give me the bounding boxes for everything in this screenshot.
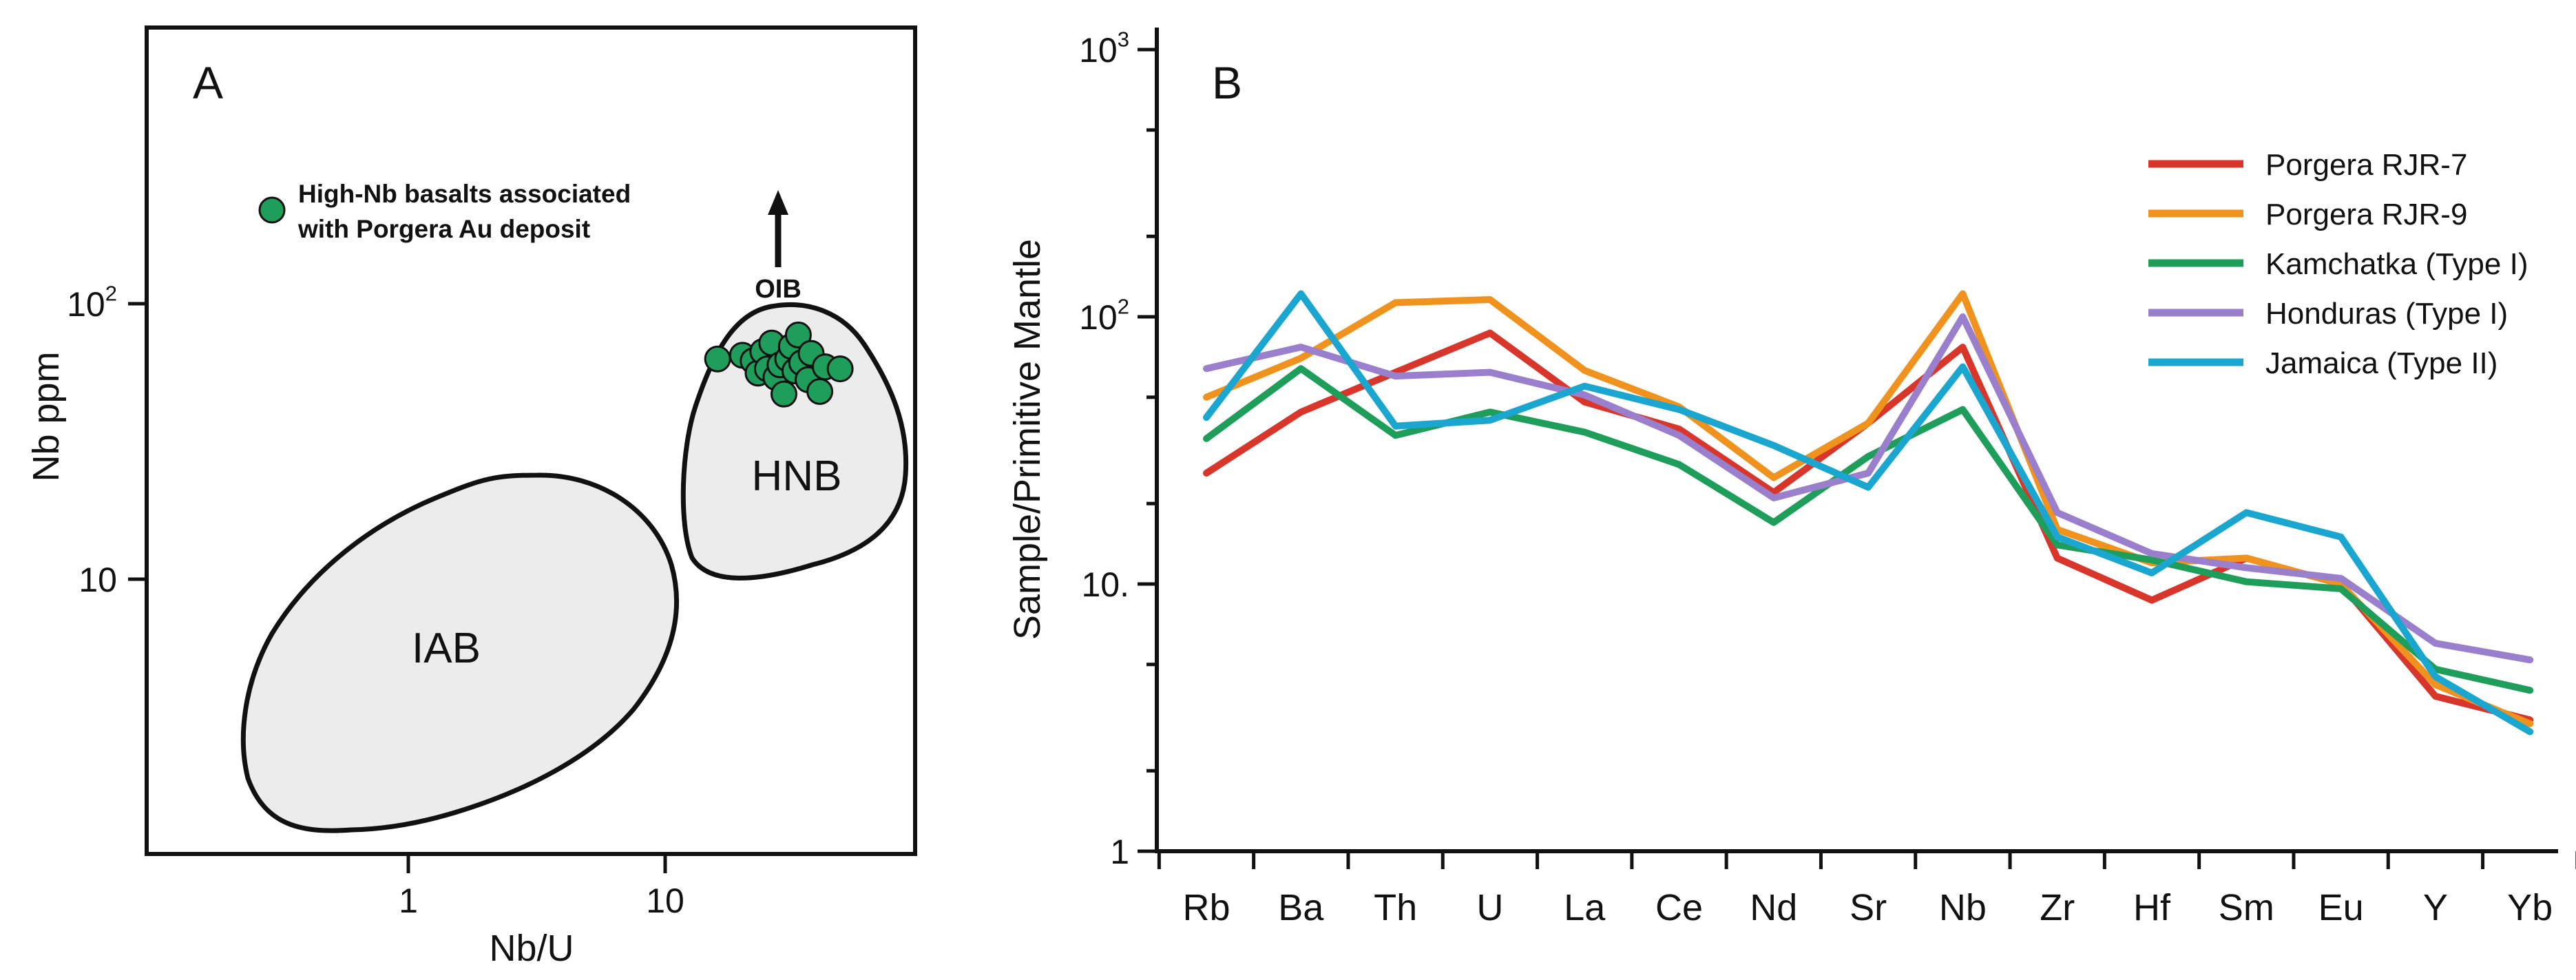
panel-b-category-label: Eu bbox=[2318, 887, 2364, 928]
panel-a-ylabel: Nb ppm bbox=[25, 351, 67, 481]
panel-b-ytick-label: 10. bbox=[1081, 565, 1129, 604]
panel-b-ytick-label: 1 bbox=[1110, 833, 1129, 871]
legend-entry: Honduras (Type I) bbox=[2265, 297, 2508, 331]
legend-entry: Porgera RJR-9 bbox=[2265, 198, 2467, 231]
panel-a-frame bbox=[145, 25, 917, 856]
panel-a-legend: High-Nb basalts associated with Porgera … bbox=[258, 180, 631, 243]
oib-arrow bbox=[768, 190, 788, 267]
panel-b-category-label: Nd bbox=[1750, 887, 1797, 928]
oib-annotation: OIB bbox=[755, 275, 802, 304]
panel-b-ytick-label: 103 bbox=[1079, 28, 1129, 70]
legend-line-2: with Porgera Au deposit bbox=[297, 215, 590, 243]
scatter-points bbox=[704, 321, 854, 408]
panel-b-label: B bbox=[1212, 57, 1242, 108]
panel-a-xtick-label: 1 bbox=[399, 882, 418, 920]
legend-entry: Jamaica (Type II) bbox=[2265, 346, 2498, 380]
series-line bbox=[1203, 365, 2534, 694]
scatter-point bbox=[784, 321, 812, 348]
panel-a-ytick-label: 10 bbox=[78, 561, 117, 599]
panel-b-ylabel: Sample/Primitive Mantle bbox=[1007, 239, 1048, 640]
hnb-label: HNB bbox=[752, 452, 842, 500]
panel-a-label: A bbox=[193, 57, 223, 108]
scatter-point bbox=[770, 380, 797, 408]
scatter-point bbox=[704, 345, 731, 373]
scatter-point bbox=[806, 378, 834, 406]
legend-entry: Kamchatka (Type I) bbox=[2265, 247, 2528, 281]
panel-b-legend: Porgera RJR-7 Porgera RJR-9 Kamchatka (Typ… bbox=[2148, 148, 2528, 380]
legend-entry: Porgera RJR-7 bbox=[2265, 148, 2467, 182]
series-line bbox=[1203, 313, 2534, 664]
panel-a-xlabel: Nb/U bbox=[489, 928, 574, 969]
panel-b-ticks: 1 10. 102 103 Rb Ba Th U La Ce Nd Sr Nb Zr Hf Sm Eu Y Yb bbox=[1079, 28, 2576, 928]
scatter-point bbox=[826, 355, 854, 383]
panel-b-category-label: Y bbox=[2423, 887, 2448, 928]
panel-b-series bbox=[1203, 290, 2534, 736]
panel-b-category-label: Sr bbox=[1850, 887, 1887, 928]
panel-a: IAB HNB OIB High-Nb basalts associated w… bbox=[25, 25, 917, 969]
legend-marker bbox=[258, 196, 286, 224]
panel-b-category-label: Zr bbox=[2040, 887, 2075, 928]
panel-b-category-label: Sm bbox=[2219, 887, 2274, 928]
panel-b-category-label: Th bbox=[1374, 887, 1417, 928]
legend-line-1: High-Nb basalts associated bbox=[298, 180, 631, 208]
panel-b-category-label: U bbox=[1476, 887, 1503, 928]
panel-b-ytick-label: 102 bbox=[1079, 295, 1129, 337]
panel-b-category-label: Hf bbox=[2133, 887, 2171, 928]
panel-b-category-label: Nb bbox=[1939, 887, 1987, 928]
panel-a-ytick-label: 102 bbox=[67, 282, 117, 324]
iab-field bbox=[240, 472, 680, 833]
panel-b-category-label: Ce bbox=[1655, 887, 1703, 928]
series-line bbox=[1203, 290, 2534, 736]
panel-b: 1 10. 102 103 Rb Ba Th U La Ce Nd Sr Nb Zr Hf Sm Eu Y Yb P… bbox=[1007, 28, 2576, 928]
panel-b-category-label: Ba bbox=[1278, 887, 1324, 928]
panel-b-category-label: La bbox=[1564, 887, 1606, 928]
series-line bbox=[1203, 329, 2534, 724]
panel-b-category-label: Rb bbox=[1182, 887, 1230, 928]
panel-b-category-label: Yb bbox=[2507, 887, 2553, 928]
iab-label: IAB bbox=[412, 625, 481, 672]
panel-a-xtick-label: 10 bbox=[646, 882, 684, 920]
